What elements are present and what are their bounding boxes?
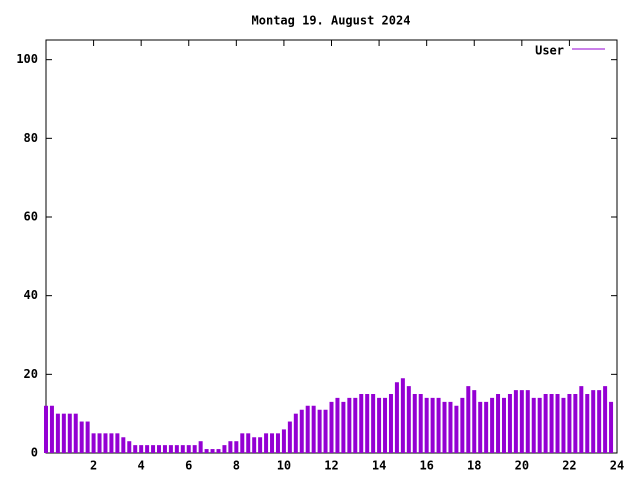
x-tick-label: 18 — [467, 459, 481, 473]
x-tick-label: 16 — [419, 459, 433, 473]
x-tick-label: 10 — [277, 459, 291, 473]
y-tick-label: 100 — [16, 52, 38, 66]
x-tick-label: 6 — [185, 459, 192, 473]
x-tick-label: 20 — [515, 459, 529, 473]
x-tick-label: 8 — [233, 459, 240, 473]
y-tick-label: 80 — [24, 131, 38, 145]
plot-frame — [45, 39, 618, 454]
chart-title: Montag 19. August 2024 — [252, 14, 411, 28]
x-tick-label: 4 — [138, 459, 145, 473]
y-tick-label: 60 — [24, 210, 38, 224]
x-tick-label: 24 — [610, 459, 624, 473]
y-tick-label: 0 — [31, 446, 38, 460]
legend-label: User — [535, 44, 564, 58]
y-tick-label: 40 — [24, 288, 38, 302]
x-tick-label: 14 — [372, 459, 386, 473]
y-tick-label: 20 — [24, 367, 38, 381]
x-tick-label: 22 — [562, 459, 576, 473]
x-tick-label: 12 — [324, 459, 338, 473]
x-tick-label: 2 — [90, 459, 97, 473]
